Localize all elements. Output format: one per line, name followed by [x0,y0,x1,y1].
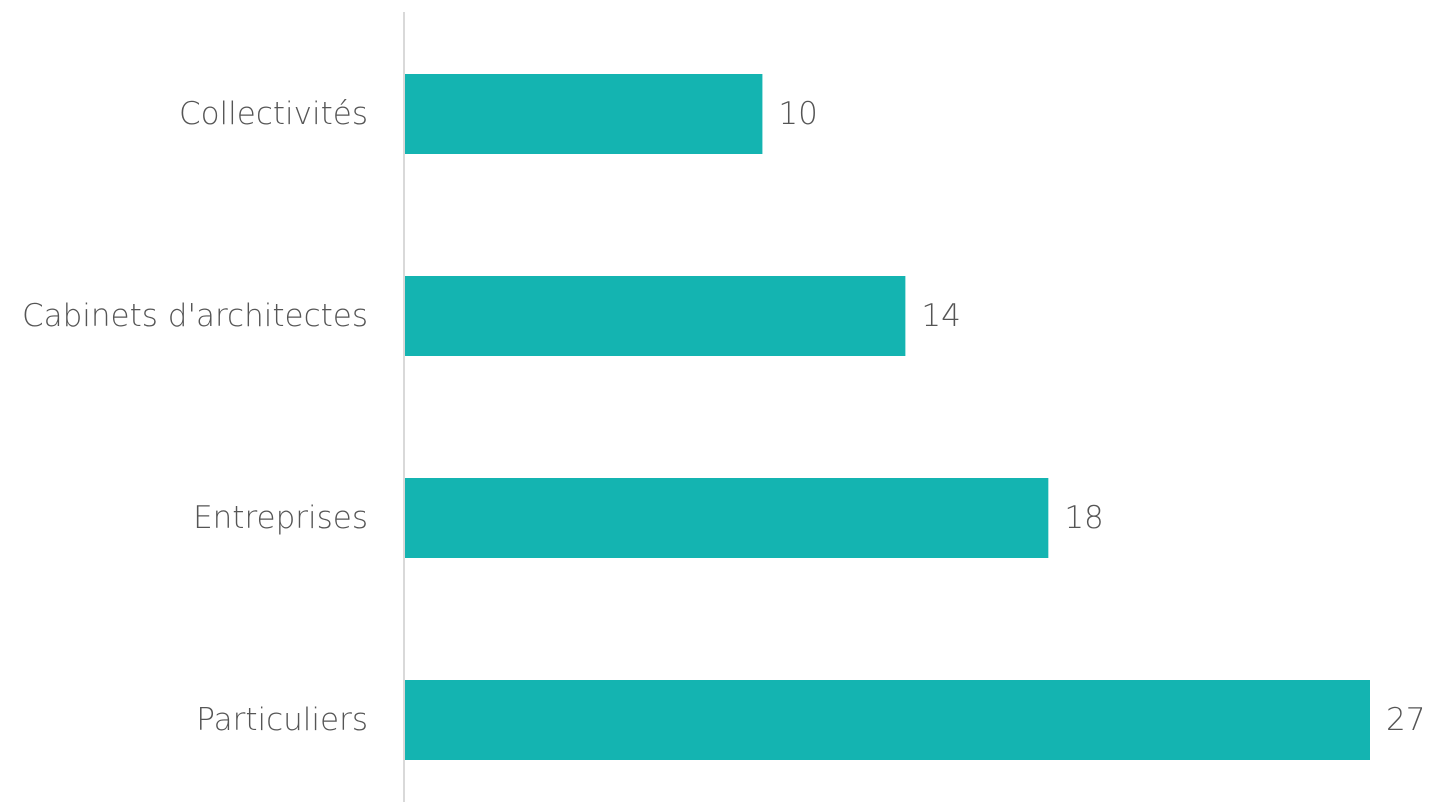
category-labels: Collectivités Cabinets d'architectes Entre… [22,96,368,738]
value-label: 27 [1386,702,1425,738]
value-label: 10 [778,96,817,132]
bars [405,74,1370,760]
bar [405,276,906,356]
value-labels: 10 14 18 27 [778,96,1425,738]
category-label: Particuliers [196,702,368,738]
bar [405,680,1370,760]
category-label: Entreprises [193,500,368,536]
bar [405,74,763,154]
bar [405,478,1049,558]
value-label: 18 [1064,500,1103,536]
value-label: 14 [921,298,960,334]
category-label: Cabinets d'architectes [22,298,368,334]
category-label: Collectivités [179,96,368,132]
